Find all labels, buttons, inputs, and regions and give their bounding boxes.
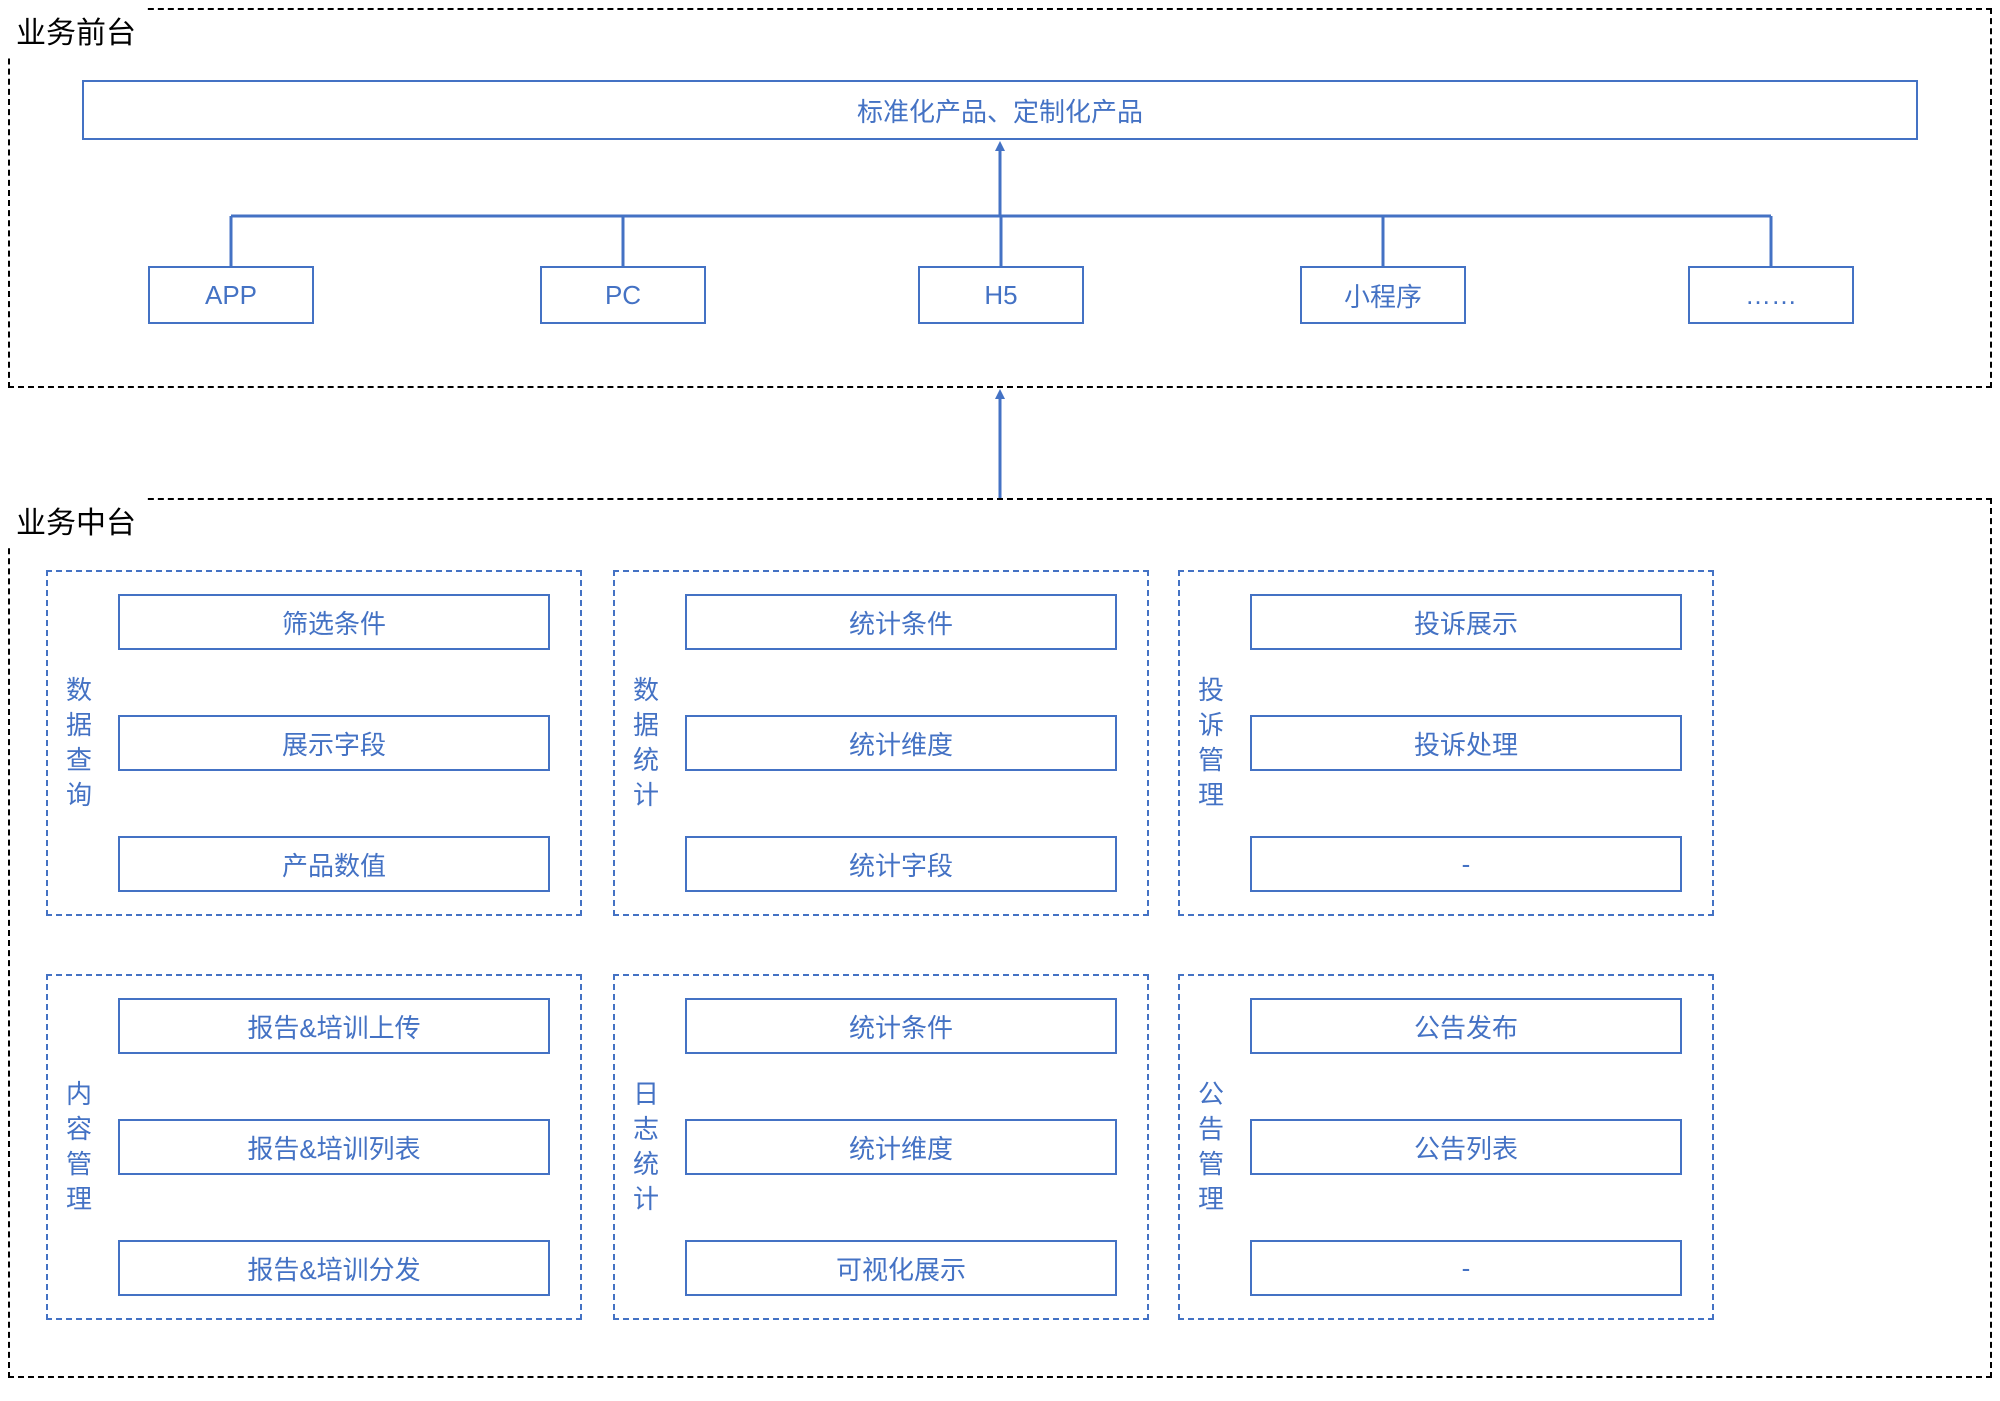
module-panel-0: 数据查询筛选条件展示字段产品数值 <box>46 570 582 916</box>
module-item-label-4-2: 可视化展示 <box>836 1250 966 1287</box>
module-items-3: 报告&培训上传报告&培训列表报告&培训分发 <box>118 998 550 1296</box>
module-title-5: 公告管理 <box>1196 1077 1226 1217</box>
module-item-1-2: 统计字段 <box>685 836 1117 892</box>
module-item-label-2-2: - <box>1462 849 1471 880</box>
module-item-label-4-0: 统计条件 <box>849 1008 953 1045</box>
module-panel-2: 投诉管理 投诉展示投诉处理 - <box>1178 570 1714 916</box>
channel-box-4-label: …… <box>1745 280 1797 311</box>
module-panel-5: 公告管理 公告发布公告列表 - <box>1178 974 1714 1320</box>
module-item-5-2: - <box>1250 1240 1682 1296</box>
module-item-label-4-1: 统计维度 <box>849 1129 953 1166</box>
module-title-0: 数据查询 <box>64 673 94 813</box>
module-item-label-3-0: 报告&培训上传 <box>247 1008 420 1045</box>
module-item-label-5-0: 公告发布 <box>1414 1008 1518 1045</box>
module-item-label-5-1: 公告列表 <box>1414 1129 1518 1166</box>
product-box: 标准化产品、定制化产品 <box>82 80 1918 140</box>
module-panel-4: 日志统计统计条件统计维度可视化展示 <box>613 974 1149 1320</box>
module-item-3-0: 报告&培训上传 <box>118 998 550 1054</box>
channel-box-2: H5 <box>918 266 1084 324</box>
channel-box-0-label: APP <box>205 280 257 311</box>
module-title-2: 投诉管理 <box>1196 673 1226 813</box>
module-item-3-1: 报告&培训列表 <box>118 1119 550 1175</box>
module-items-2: 投诉展示投诉处理 - <box>1250 594 1682 892</box>
module-item-0-0: 筛选条件 <box>118 594 550 650</box>
channel-box-2-label: H5 <box>984 280 1017 311</box>
module-item-label-1-1: 统计维度 <box>849 725 953 762</box>
product-box-label: 标准化产品、定制化产品 <box>857 92 1143 129</box>
front-panel: 业务前台 <box>8 8 1992 388</box>
module-item-label-3-1: 报告&培训列表 <box>247 1129 420 1166</box>
module-panel-3: 内容管理报告&培训上传报告&培训列表报告&培训分发 <box>46 974 582 1320</box>
module-items-4: 统计条件统计维度可视化展示 <box>685 998 1117 1296</box>
front-title: 业务前台 <box>8 8 146 56</box>
channel-box-3: 小程序 <box>1300 266 1466 324</box>
module-item-label-2-0: 投诉展示 <box>1414 604 1518 641</box>
module-item-label-2-1: 投诉处理 <box>1414 725 1518 762</box>
module-item-3-2: 报告&培训分发 <box>118 1240 550 1296</box>
channel-box-1-label: PC <box>605 280 641 311</box>
channel-box-0: APP <box>148 266 314 324</box>
module-title-1: 数据统计 <box>631 673 661 813</box>
module-item-4-1: 统计维度 <box>685 1119 1117 1175</box>
module-title-3: 内容管理 <box>64 1077 94 1217</box>
module-item-label-5-2: - <box>1462 1253 1471 1284</box>
module-item-label-0-0: 筛选条件 <box>282 604 386 641</box>
module-item-label-1-0: 统计条件 <box>849 604 953 641</box>
module-item-label-0-1: 展示字段 <box>282 725 386 762</box>
module-items-5: 公告发布公告列表 - <box>1250 998 1682 1296</box>
module-item-5-0: 公告发布 <box>1250 998 1682 1054</box>
module-item-label-1-2: 统计字段 <box>849 846 953 883</box>
channel-box-1: PC <box>540 266 706 324</box>
module-items-1: 统计条件统计维度统计字段 <box>685 594 1117 892</box>
module-item-2-2: - <box>1250 836 1682 892</box>
module-item-1-1: 统计维度 <box>685 715 1117 771</box>
module-item-4-2: 可视化展示 <box>685 1240 1117 1296</box>
channel-box-3-label: 小程序 <box>1344 277 1422 314</box>
module-item-4-0: 统计条件 <box>685 998 1117 1054</box>
module-title-4: 日志统计 <box>631 1077 661 1217</box>
module-item-0-2: 产品数值 <box>118 836 550 892</box>
module-item-0-1: 展示字段 <box>118 715 550 771</box>
module-item-5-1: 公告列表 <box>1250 1119 1682 1175</box>
module-panel-1: 数据统计统计条件统计维度统计字段 <box>613 570 1149 916</box>
module-items-0: 筛选条件展示字段产品数值 <box>118 594 550 892</box>
module-item-label-0-2: 产品数值 <box>282 846 386 883</box>
module-item-label-3-2: 报告&培训分发 <box>247 1250 420 1287</box>
mid-title: 业务中台 <box>8 498 146 546</box>
module-item-2-1: 投诉处理 <box>1250 715 1682 771</box>
channel-box-4: …… <box>1688 266 1854 324</box>
module-item-2-0: 投诉展示 <box>1250 594 1682 650</box>
module-item-1-0: 统计条件 <box>685 594 1117 650</box>
